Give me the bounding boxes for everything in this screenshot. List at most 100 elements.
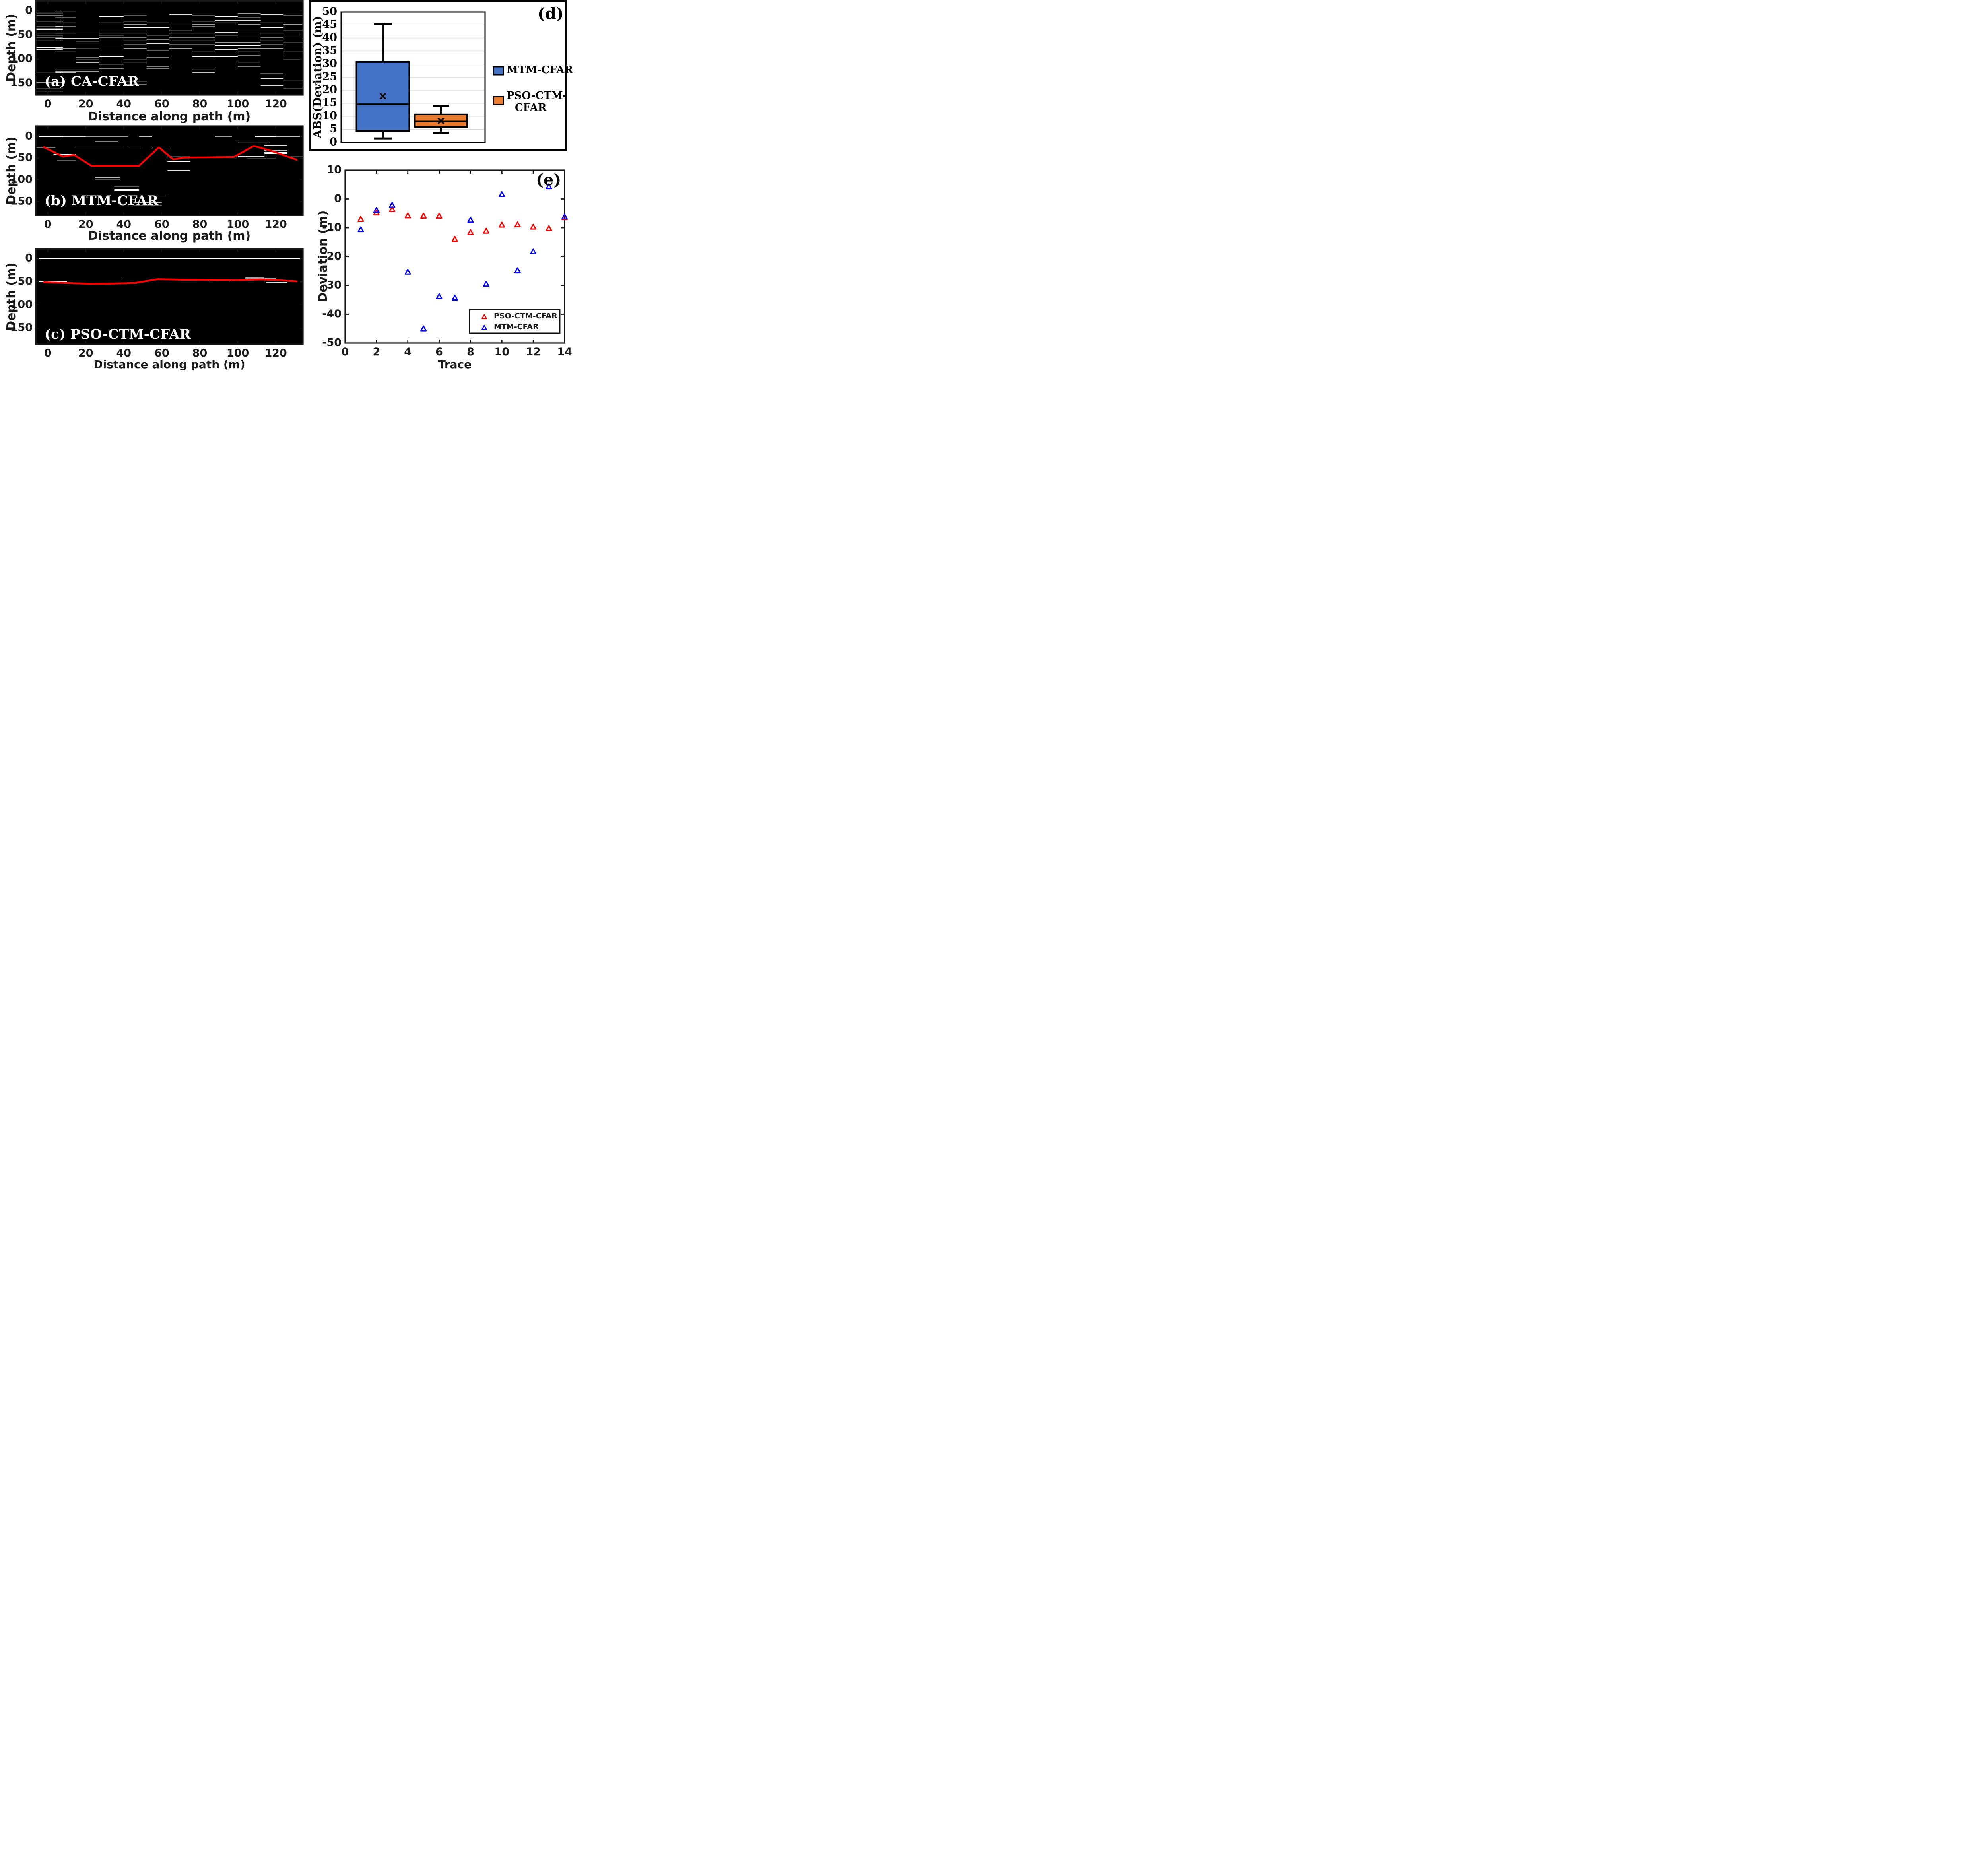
d-y-tick-label: 15 [322,97,337,109]
d-y-tick-label: 0 [330,136,337,148]
panel-b-xlabel: Distance along path (m) [88,229,251,243]
y-tick-label: -20 [322,250,342,262]
x-tick-label: 6 [435,346,443,358]
scatter-point-MTM-CFAR [561,213,568,220]
y-tick-label: 0 [25,252,33,264]
y-tick-label: 0 [25,4,33,16]
x-tick-label: 80 [192,218,208,231]
y-tick-label: 10 [326,164,342,176]
legend-d-swatch [493,96,504,105]
scatter-point-PSO-CTM-CFAR [389,206,396,212]
scatter-point-MTM-CFAR [499,191,505,197]
x-tick-label: 20 [78,218,93,231]
scatter-point-PSO-CTM-CFAR [404,212,411,219]
legend-d-item-pso-line1: PSO-CTM- [507,90,567,102]
scatter-point-PSO-CTM-CFAR [483,227,489,234]
panel-b-title: (b) MTM-CFAR [45,193,159,209]
y-tick-label: -30 [322,279,342,291]
panel-d-ylabel: ABS(Deviation) (m) [311,16,324,138]
x-tick-label: 100 [227,218,249,231]
y-tick-label: 150 [10,77,33,89]
panel-b-ylabel: Depth (m) [4,136,18,205]
panel-a-xlabel: Distance along path (m) [88,110,251,124]
x-tick-label: 0 [342,346,349,358]
picked-horizon-line-b [43,145,298,167]
scatter-point-MTM-CFAR [530,248,537,255]
picked-horizon-line-c [43,278,298,285]
scatter-point-PSO-CTM-CFAR [452,236,458,242]
echogram-background-c [36,249,303,344]
panel-e-xlabel: Trace [438,358,472,370]
scatter-point-PSO-CTM-CFAR [530,223,537,230]
d-y-tick-label: 10 [322,110,337,122]
d-y-tick-label: 50 [322,6,337,18]
scatter-point-PSO-CTM-CFAR [467,229,474,235]
panel-a-ylabel: Depth (m) [4,14,18,82]
scatter-point-MTM-CFAR [404,268,411,275]
plot-border-e [344,169,565,344]
panel-e-letter: (e) [536,171,561,189]
y-tick-label: -40 [322,308,342,320]
panel-a-title: (a) CA-CFAR [45,74,139,89]
scatter-point-MTM-CFAR [514,267,521,274]
mean-x-marker [437,117,445,124]
scatter-point-MTM-CFAR [436,293,443,299]
plot-border-b [35,125,304,216]
scatter-point-PSO-CTM-CFAR [546,225,552,231]
panel-c-ylabel: Depth (m) [4,262,18,331]
x-tick-label: 10 [494,346,509,358]
scatter-point-PSO-CTM-CFAR [436,213,443,219]
legend-e-item-mtm: MTM-CFAR [494,322,539,331]
scatter-point-MTM-CFAR [546,183,552,190]
x-tick-label: 100 [227,98,249,110]
x-tick-label: 0 [44,98,52,110]
y-tick-label: 150 [10,195,33,208]
x-tick-label: 60 [154,347,169,359]
x-tick-label: 100 [227,347,249,359]
x-tick-label: 40 [116,98,132,110]
x-tick-label: 4 [404,346,412,358]
x-tick-label: 120 [264,347,287,359]
x-tick-label: 2 [373,346,380,358]
y-tick-label: 50 [17,275,33,287]
y-tick-label: 0 [334,192,342,205]
x-tick-label: 60 [154,218,169,231]
plot-border-a [35,0,304,96]
plot-border-d [340,11,486,143]
legend-d-item-pso-line2: CFAR [515,102,547,114]
legend-e-marker [481,325,487,330]
scatter-point-MTM-CFAR [420,325,427,332]
legend-e-marker [481,314,487,319]
x-tick-label: 12 [526,346,541,358]
y-tick-label: 50 [17,151,33,164]
mean-x-marker [379,93,386,100]
x-tick-label: 80 [192,347,208,359]
legend-d-item-mtm: MTM-CFAR [507,64,573,76]
y-tick-label: 100 [10,173,33,186]
legend-d-swatch [493,66,504,76]
d-y-tick-label: 25 [322,71,337,83]
x-tick-label: 0 [44,218,52,231]
d-y-tick-label: 40 [322,31,337,44]
panel-e-ylabel: Deviation (m) [316,210,330,303]
y-tick-label: 100 [10,298,33,310]
box-MTM-CFAR [355,61,410,132]
d-y-tick-label: 45 [322,18,337,31]
x-tick-label: 80 [192,98,208,110]
scatter-point-MTM-CFAR [467,217,474,223]
x-tick-label: 40 [116,218,132,231]
x-tick-label: 120 [264,98,287,110]
d-y-tick-label: 30 [322,58,337,70]
legend-e-item-pso: PSO-CTM-CFAR [494,312,557,320]
y-tick-label: 50 [17,28,33,41]
d-y-tick-label: 35 [322,45,337,57]
scatter-point-MTM-CFAR [452,295,458,301]
scatter-point-PSO-CTM-CFAR [420,213,427,219]
y-tick-label: -50 [322,337,342,349]
d-y-tick-label: 20 [322,83,337,96]
panel-c-title: (c) PSO-CTM-CFAR [45,326,191,342]
y-tick-label: 150 [10,322,33,334]
scatter-point-MTM-CFAR [357,226,364,233]
x-tick-label: 120 [264,218,287,231]
